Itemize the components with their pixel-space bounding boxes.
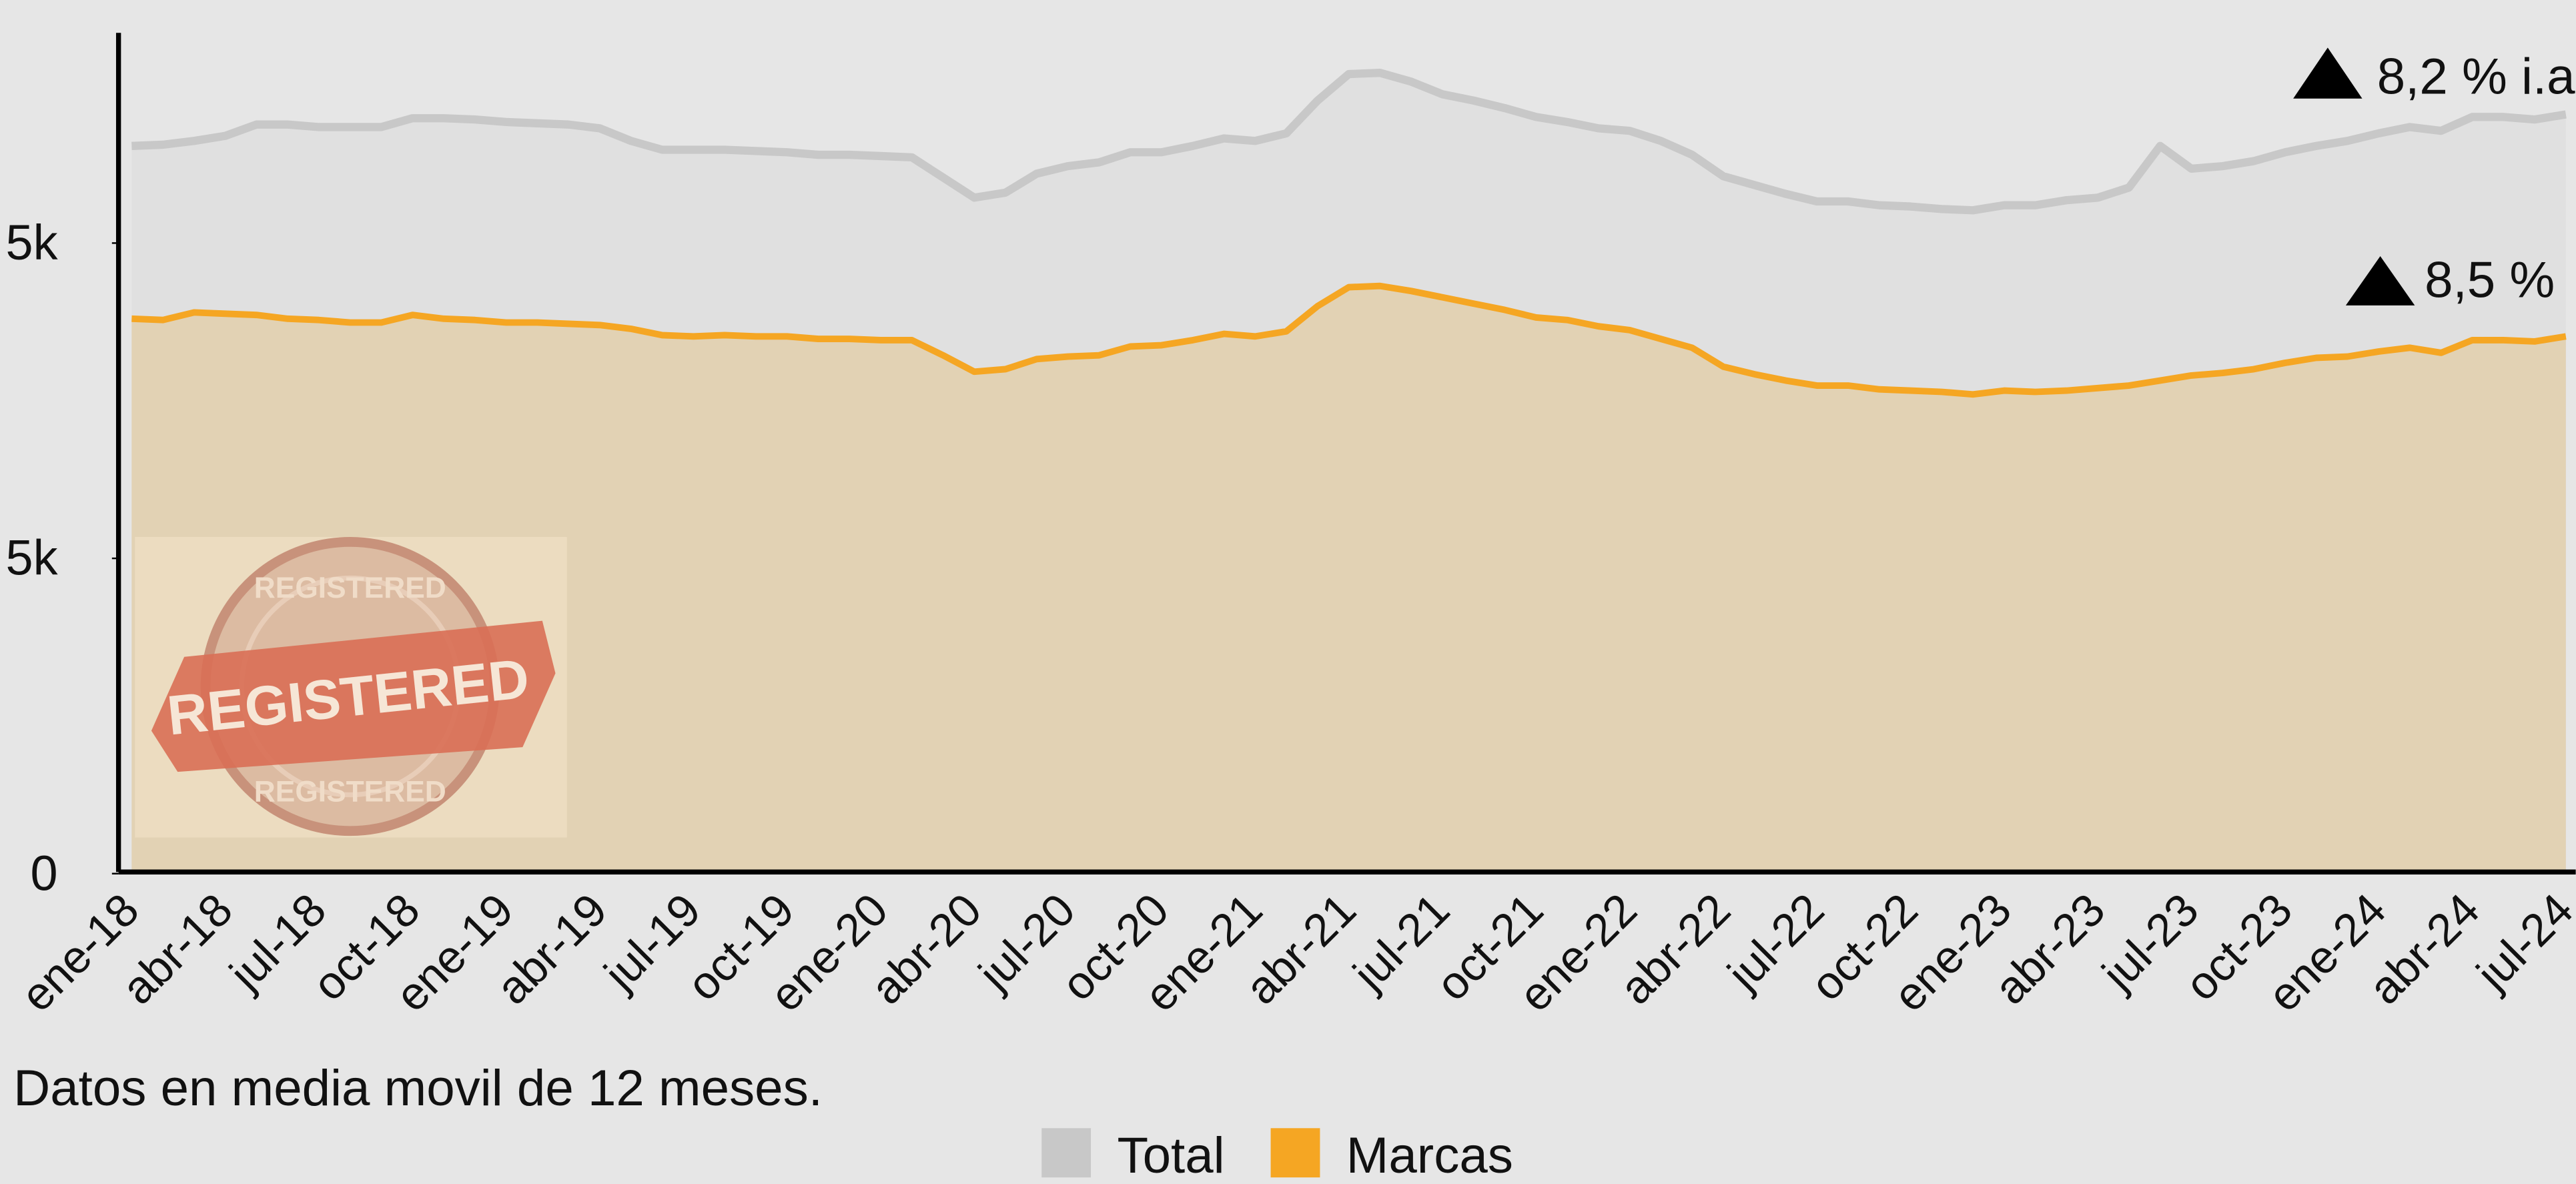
watermark: REGISTERED REGISTERED REGISTERED	[135, 537, 566, 838]
plot-area: 05k5kene-18abr-18jul-18oct-18ene-19abr-1…	[6, 33, 2576, 1021]
chart: 05k5kene-18abr-18jul-18oct-18ene-19abr-1…	[0, 0, 2576, 1184]
legend-swatch	[1271, 1128, 1320, 1177]
watermark-text: REGISTERED	[254, 572, 446, 604]
annotation: 8,5 %	[2425, 252, 2555, 309]
page: 05k5kene-18abr-18jul-18oct-18ene-19abr-1…	[0, 0, 2576, 1184]
y-tick-label: 5k	[6, 215, 59, 270]
footnote: Datos en media movil de 12 meses.	[13, 1060, 823, 1117]
legend-swatch	[1041, 1128, 1091, 1177]
legend-label: Total	[1117, 1127, 1224, 1184]
watermark-text: REGISTERED	[254, 775, 446, 808]
y-tick-label: 5k	[6, 530, 59, 586]
annotation: 8,2 % i.a	[2377, 48, 2575, 105]
legend-label: Marcas	[1346, 1127, 1513, 1184]
y-tick-label: 0	[30, 845, 57, 901]
